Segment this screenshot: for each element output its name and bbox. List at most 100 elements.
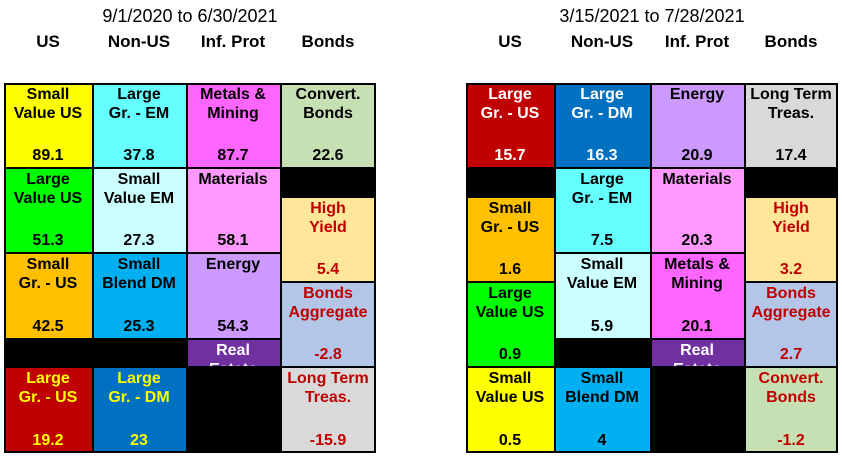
return-value: 3.2 — [779, 261, 803, 278]
grid-line-horizontal — [280, 167, 376, 169]
return-value: -1.2 — [777, 432, 805, 449]
return-value: 23 — [130, 432, 148, 449]
asset-class-cell: Large Gr. - US 19.2 — [4, 367, 92, 453]
return-value: 5.4 — [316, 261, 340, 278]
grid-line-horizontal — [466, 451, 838, 453]
asset-class-label: Large Gr. - EM — [571, 171, 633, 207]
asset-class-cell: Large Gr. - EM 37.8 — [92, 83, 186, 168]
asset-class-cell: Materials 58.1 — [186, 168, 280, 253]
asset-class-label: Small Value US — [13, 86, 83, 122]
grid-line-horizontal — [466, 366, 554, 368]
column-header-bonds-left: Bonds — [301, 32, 355, 51]
return-value: 25.3 — [123, 318, 155, 335]
asset-class-label: Small Gr. - US — [480, 200, 540, 236]
column-header-bonds-right: Bonds — [764, 32, 818, 51]
grid-line-horizontal — [186, 366, 280, 368]
column-header-inf-prot-left: Inf. Prot — [200, 32, 266, 51]
asset-class-label: Large Value US — [13, 171, 83, 207]
grid-line-horizontal — [186, 252, 280, 254]
return-value: 4 — [597, 432, 607, 449]
asset-class-cell: Large Gr. - US 15.7 — [466, 83, 554, 168]
asset-class-cell: Small Blend DM 4 — [554, 367, 650, 453]
asset-class-cell: Materials 20.3 — [650, 168, 744, 253]
grid-line-horizontal — [186, 167, 280, 169]
period-title-right: 3/15/2021 to 7/28/2021 — [559, 6, 745, 26]
asset-class-label: Large Gr. - EM — [108, 86, 170, 122]
return-value: 54.3 — [217, 318, 249, 335]
asset-class-label: Large Gr. - DM — [108, 370, 170, 406]
return-value: 15.7 — [494, 147, 526, 164]
empty-black-cell — [466, 168, 554, 197]
grid-line-horizontal — [744, 167, 838, 169]
grid-line-horizontal — [466, 167, 554, 169]
asset-class-cell: Large Gr. - EM 7.5 — [554, 168, 650, 253]
grid-line-horizontal — [92, 338, 186, 340]
grid-line-horizontal — [280, 366, 376, 368]
grid-line-vertical — [4, 83, 6, 453]
grid-line-horizontal — [4, 338, 92, 340]
return-value: 20.9 — [681, 147, 713, 164]
asset-class-cell: Large Gr. - DM 16.3 — [554, 83, 650, 168]
return-value: 89.1 — [32, 147, 64, 164]
return-value: -2.8 — [314, 346, 342, 363]
grid-line-horizontal — [92, 252, 186, 254]
empty-black-cell — [744, 168, 838, 197]
asset-class-cell: Small Value US 89.1 — [4, 83, 92, 168]
grid-line-horizontal — [4, 451, 376, 453]
grid-line-vertical — [92, 83, 94, 453]
asset-class-grid-right: Large Gr. - US 15.7 Large Gr. - DM 16.3 Ener… — [466, 83, 838, 453]
asset-class-label: Large Gr. - US — [480, 86, 540, 122]
asset-class-label: Materials — [198, 171, 268, 188]
grid-line-vertical — [554, 83, 556, 453]
asset-class-label: Long Term Treas. — [287, 370, 369, 406]
grid-line-vertical — [280, 83, 282, 453]
return-value: -15.9 — [309, 432, 347, 449]
grid-line-horizontal — [280, 281, 376, 283]
asset-class-cell: Metals & Mining 20.1 — [650, 253, 744, 339]
asset-class-cell: Small Gr. - US 42.5 — [4, 253, 92, 339]
return-value: 20.1 — [681, 318, 713, 335]
asset-class-cell: Small Blend DM 25.3 — [92, 253, 186, 339]
asset-class-label: Large Gr. - US — [18, 370, 78, 406]
return-value: 16.3 — [586, 147, 618, 164]
return-value: 5.9 — [590, 318, 614, 335]
asset-class-label: Energy — [669, 86, 725, 103]
asset-class-cell: High Yield 5.4 — [280, 197, 376, 282]
asset-class-cell: Convert. Bonds 22.6 — [280, 83, 376, 168]
asset-class-label: Bonds Aggregate — [288, 285, 368, 321]
asset-class-cell: Large Gr. - DM 23 — [92, 367, 186, 453]
asset-class-cell: Small Value US 0.5 — [466, 367, 554, 453]
asset-class-label: Real Estate — [209, 342, 257, 367]
return-value: 87.7 — [217, 147, 249, 164]
grid-line-horizontal — [554, 338, 650, 340]
return-value: 1.6 — [498, 261, 522, 278]
grid-line-horizontal — [554, 252, 650, 254]
grid-line-horizontal — [744, 366, 838, 368]
grid-line-vertical — [836, 83, 838, 453]
asset-class-cell: Real Estate33 — [186, 339, 280, 367]
asset-class-cell: Real Estate19.6 — [650, 339, 744, 367]
grid-line-vertical — [744, 83, 746, 453]
asset-class-cell: High Yield 3.2 — [744, 197, 838, 282]
grid-line-horizontal — [92, 167, 186, 169]
column-header-inf-prot-right: Inf. Prot — [664, 32, 730, 51]
grid-line-horizontal — [744, 196, 838, 198]
column-header-us-right: US — [498, 32, 522, 51]
asset-class-label: Long Term Treas. — [750, 86, 832, 122]
grid-line-vertical — [374, 83, 376, 453]
asset-class-label: High Yield — [772, 200, 810, 236]
asset-class-cell: Small Gr. - US 1.6 — [466, 197, 554, 282]
empty-black-cell — [186, 367, 280, 453]
grid-line-horizontal — [650, 167, 744, 169]
grid-line-horizontal — [4, 366, 92, 368]
grid-line-horizontal — [744, 281, 838, 283]
column-header-non-us-left: Non-US — [107, 32, 171, 51]
return-value: 0.5 — [498, 432, 522, 449]
grid-line-horizontal — [650, 252, 744, 254]
asset-class-grid-left: Small Value US 89.1 Large Gr. - EM 37.8 Meta… — [4, 83, 376, 453]
asset-class-label: Small Value EM — [103, 171, 175, 207]
asset-class-label: Convert. Bonds — [295, 86, 361, 122]
period-title-left: 9/1/2020 to 6/30/2021 — [102, 6, 278, 26]
asset-class-label: Real Estate — [673, 342, 721, 367]
grid-line-horizontal — [186, 338, 280, 340]
